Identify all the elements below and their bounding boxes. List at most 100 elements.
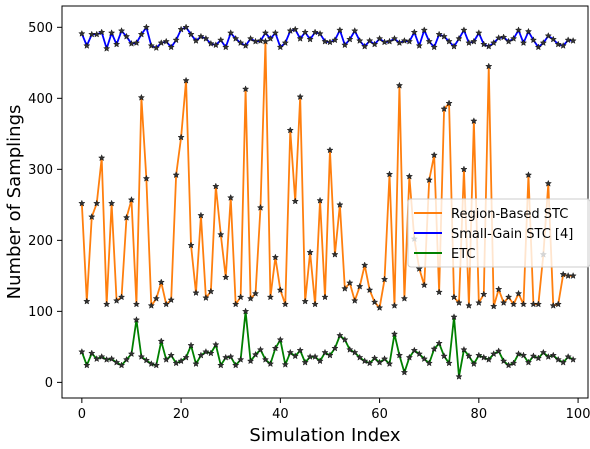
data-point-region-based-stc [534,300,542,308]
data-point-small-gain-stc-4 [395,39,403,46]
data-point-small-gain-stc-4 [510,34,518,42]
data-point-region-based-stc [544,179,552,187]
data-point-region-based-stc [202,294,210,301]
data-point-region-based-stc [376,304,384,311]
data-point-etc [376,358,384,366]
data-point-etc [405,353,413,361]
data-point-etc [465,352,473,360]
data-point-etc [420,355,428,362]
data-point-small-gain-stc-4 [227,29,235,37]
data-point-etc [435,339,443,347]
data-point-region-based-stc [519,300,528,308]
data-point-region-based-stc [122,213,131,221]
data-point-etc [142,356,150,364]
data-point-region-based-stc [192,289,200,296]
data-point-small-gain-stc-4 [376,34,384,42]
data-point-small-gain-stc-4 [251,37,260,45]
data-point-region-based-stc [514,289,523,297]
data-point-etc [410,346,418,354]
data-point-small-gain-stc-4 [380,38,389,46]
data-point-etc [495,347,503,355]
data-point-region-based-stc [147,301,155,309]
series-small-gain-stc-4 [78,23,577,52]
data-point-etc [127,350,136,357]
data-point-region-based-stc [113,296,121,304]
data-point-etc [132,316,140,323]
data-point-etc [475,351,483,359]
data-point-small-gain-stc-4 [311,28,319,36]
data-point-etc [366,359,374,367]
data-point-small-gain-stc-4 [152,44,160,51]
data-point-etc [117,361,126,369]
data-point-small-gain-stc-4 [336,26,344,34]
data-point-etc [187,341,195,349]
data-point-region-based-stc [132,300,140,308]
data-point-region-based-stc [276,286,284,294]
data-point-region-based-stc [435,288,443,296]
data-point-region-based-stc [108,199,116,207]
data-point-region-based-stc [425,176,433,184]
data-point-small-gain-stc-4 [564,36,572,44]
data-point-small-gain-stc-4 [78,29,86,37]
data-point-small-gain-stc-4 [415,42,423,49]
data-point-small-gain-stc-4 [326,38,334,46]
data-point-small-gain-stc-4 [256,37,265,44]
legend-label-etc: ETC [451,247,475,262]
data-point-small-gain-stc-4 [182,23,190,31]
data-point-small-gain-stc-4 [222,43,230,51]
data-point-etc [490,350,498,357]
data-point-small-gain-stc-4 [524,27,533,35]
data-point-small-gain-stc-4 [103,44,111,52]
data-point-etc [559,358,567,366]
data-point-etc [351,348,359,356]
data-point-etc [78,348,86,355]
data-point-etc [177,357,185,365]
data-point-region-based-stc [549,301,557,309]
data-point-region-based-stc [445,99,453,107]
data-point-etc [425,359,433,367]
data-point-small-gain-stc-4 [276,43,284,51]
y-tick-label: 400 [28,92,53,107]
data-point-small-gain-stc-4 [177,25,185,33]
data-point-small-gain-stc-4 [485,42,493,50]
data-point-region-based-stc [380,275,389,283]
data-point-etc [450,313,458,321]
data-point-etc [113,358,121,366]
data-point-small-gain-stc-4 [202,34,210,42]
data-point-region-based-stc [78,199,86,207]
data-point-etc [361,357,369,365]
data-point-etc [202,348,210,355]
data-point-etc [321,348,329,356]
data-point-region-based-stc [559,270,567,278]
data-point-etc [549,351,557,359]
y-tick-label: 100 [28,305,53,320]
x-tick-label: 80 [471,407,488,422]
data-point-region-based-stc [187,241,195,249]
data-point-small-gain-stc-4 [117,27,126,34]
data-point-etc [122,355,131,363]
data-point-etc [291,352,299,360]
data-point-region-based-stc [390,301,399,309]
data-point-small-gain-stc-4 [217,36,225,44]
data-point-small-gain-stc-4 [470,37,478,45]
data-point-region-based-stc [470,117,478,125]
data-point-etc [430,345,438,353]
data-point-small-gain-stc-4 [425,37,433,45]
data-point-region-based-stc [152,294,160,302]
data-point-region-based-stc [291,197,299,205]
data-point-small-gain-stc-4 [430,43,438,51]
data-point-region-based-stc [251,289,260,297]
data-point-region-based-stc [142,174,150,182]
data-point-etc [455,372,463,380]
data-point-small-gain-stc-4 [237,39,245,46]
data-point-small-gain-stc-4 [197,32,205,40]
data-point-small-gain-stc-4 [296,34,304,42]
data-point-small-gain-stc-4 [266,34,274,42]
data-point-etc [242,307,250,315]
data-point-region-based-stc [232,300,240,308]
data-point-small-gain-stc-4 [361,42,369,50]
data-point-region-based-stc [207,287,215,295]
data-point-small-gain-stc-4 [500,33,508,41]
x-tick-label: 60 [371,407,388,422]
